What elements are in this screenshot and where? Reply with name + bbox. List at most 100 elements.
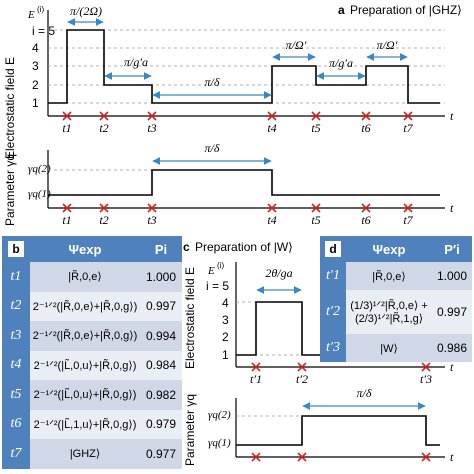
panel-b-row-state: |R̃,0,e⟩ (68, 271, 102, 284)
panel-a-gamma1: γq(1) (28, 188, 51, 200)
panel-b-row-time: t6 (2, 409, 30, 439)
panel-d-row: t′1 |R̃,0,e⟩ 1.000 (320, 262, 472, 290)
panel-c-duration: 2θ/ga (265, 266, 292, 280)
panel-c-ytick-1: 1 (222, 348, 229, 362)
panel-c-time-label: t′3 (420, 372, 432, 386)
panel-a-gamma-time-label: t1 (62, 213, 71, 227)
panel-a-cross-marker (147, 111, 157, 121)
panel-d-letter: d (325, 241, 341, 257)
panel-c-time-label: t′1 (250, 372, 262, 386)
panel-b-row-probability: 0.984 (145, 358, 177, 373)
panel-c-gamma-cross-marker (421, 452, 431, 462)
panel-c-gamma2: γq(2) (208, 409, 231, 421)
panel-d-row-probability: 1.000 (436, 269, 468, 283)
panel-c-ytick-3: 3 (222, 313, 229, 327)
panel-c-title: Preparation of |W⟩ (195, 240, 293, 254)
panel-c-t-axis: t (450, 360, 454, 374)
panel-c-gamma-time-marks (251, 452, 431, 462)
panel-d-row: t′2 (1/3)¹ᐟ²|R̃,0,e⟩ +(2/3)¹ᐟ²|R̃,1,g⟩ 0.9… (320, 290, 472, 334)
panel-b-row-probability: 0.982 (145, 387, 177, 402)
panel-b-row-time: t1 (2, 262, 30, 292)
panel-c-guides (236, 301, 300, 356)
panel-a-time-label: t7 (403, 121, 413, 135)
panel-a-e-label: E (27, 9, 35, 21)
panel-a-gamma-time-label: t6 (361, 213, 370, 227)
panel-c-e-sup: (i) (217, 261, 224, 270)
panel-a-time-marks: t1 t2 t3 t4 t5 t6 t7 (62, 111, 414, 135)
panel-d-row: t′3 |W⟩ 0.986 (320, 334, 472, 362)
panel-b-row-time: t5 (2, 380, 30, 410)
panel-a-ytick-3: 3 (32, 59, 39, 73)
panel-a-gamma-cross-marker (267, 203, 277, 213)
panel-b-body: t1 |R̃,0,e⟩ 1.000 t2 2⁻¹ᐟ²(|R̃,0,e⟩+|R̃,0,g⟩… (2, 262, 182, 469)
panel-a-gamma-cross-marker (62, 203, 72, 213)
panel-b-col-psi: Ψexp (30, 236, 140, 262)
panel-d-row-time: t′1 (320, 262, 346, 290)
panel-a: a Preparation of |GHZ⟩ Electrostatic fie… (3, 3, 462, 227)
panel-a-gamma-time-label: t4 (267, 213, 276, 227)
panel-a-gamma2: γq(2) (28, 163, 51, 175)
panel-a-duration-3: π/δ (205, 75, 220, 89)
panel-b-row: t3 2⁻¹ᐟ²(|R̃,0,e⟩+|R̃,0,g⟩) 0.994 (2, 321, 182, 351)
panel-b-row: t4 2⁻¹ᐟ²(|L̃,0,u⟩+|R̃,0,g⟩) 0.984 (2, 350, 182, 380)
panel-a-time-label: t5 (311, 121, 320, 135)
panel-a-time-label: t2 (99, 121, 108, 135)
panel-b-row-state: 2⁻¹ᐟ²(|L̃,0,u⟩+|R̃,0,g⟩) (33, 389, 137, 402)
panel-a-gamma-time-marks: t1 t2 t3 t4 t5 t6 t7 (62, 203, 414, 227)
panel-a-cross-marker (99, 111, 109, 121)
panel-a-gamma-t-axis: t (450, 201, 454, 215)
panel-b-row-time: t2 (2, 291, 30, 321)
panel-d-col-p: P′i (432, 236, 472, 262)
panel-b-row: t6 2⁻¹ᐟ²(|L̃,1,u⟩+|R̃,0,g⟩) 0.979 (2, 409, 182, 439)
panel-a-duration-5: π/g′a (329, 56, 353, 70)
panel-c-cross-marker (251, 362, 261, 372)
panel-a-letter: a (338, 3, 345, 17)
panel-a-gamma-cross-marker (361, 203, 371, 213)
panel-c-time-marks: t′1 t′2 t′3 (250, 362, 432, 386)
panel-a-gamma-cross-marker (99, 203, 109, 213)
panel-a-duration-6: π/Ω′ (377, 38, 398, 52)
panel-c: c Preparation of |W⟩ Electrostatic field… (183, 240, 454, 466)
panel-b-letter-cell: b (2, 236, 30, 262)
panel-b-row: t1 |R̃,0,e⟩ 1.000 (2, 262, 182, 292)
panel-a-ytick-2: 2 (32, 78, 39, 92)
panel-a-ytick-4: 4 (32, 41, 39, 55)
panel-a-gamma-cross-marker (403, 203, 413, 213)
panel-c-ylabel: Electrostatic field E (183, 267, 197, 369)
panel-b-letter: b (8, 241, 24, 257)
panel-c-time-label: t′2 (296, 372, 308, 386)
panel-d-row-state: (1/3)¹ᐟ²|R̃,0,e⟩ +(2/3)¹ᐟ²|R̃,1,g⟩ (350, 300, 428, 325)
panel-b-row: t2 2⁻¹ᐟ²(|R̃,0,e⟩+|R̃,0,g⟩) 0.997 (2, 291, 182, 321)
panel-b-col-p: Pi (140, 236, 182, 262)
panel-c-cross-marker (297, 362, 307, 372)
panel-b-row-state: |GHZ⟩ (69, 448, 101, 461)
panel-a-cross-marker (311, 111, 321, 121)
panel-b-row-state: 2⁻¹ᐟ²(|R̃,0,e⟩+|R̃,0,g⟩) (32, 330, 138, 343)
panel-d-letter-cell: d (320, 236, 346, 262)
panel-d-body: t′1 |R̃,0,e⟩ 1.000 t′2 (1/3)¹ᐟ²|R̃,0,e⟩ +(2/… (320, 262, 472, 362)
panel-b-row-state: 2⁻¹ᐟ²(|L̃,0,u⟩+|R̃,0,g⟩) (33, 359, 137, 372)
panel-b-row: t5 2⁻¹ᐟ²(|L̃,0,u⟩+|R̃,0,g⟩) 0.982 (2, 380, 182, 410)
panel-b-row-time: t4 (2, 350, 30, 380)
panel-a-duration-2: π/g′a (124, 55, 148, 69)
panel-d-row-state: |W⟩ (380, 342, 398, 355)
panel-a-gamma-time-label: t3 (147, 213, 156, 227)
panel-c-letter: c (183, 240, 190, 254)
panel-d-row-time: t′2 (320, 290, 346, 334)
panel-a-gamma-time-label: t7 (403, 213, 413, 227)
panel-a-gamma-duration: π/δ (205, 141, 220, 155)
panel-c-cross-marker (421, 362, 431, 372)
panel-a-time-label: t3 (147, 121, 156, 135)
panel-d-col-psi: Ψexp (346, 236, 432, 262)
panel-b-row-state: 2⁻¹ᐟ²(|R̃,0,e⟩+|R̃,0,g⟩) (32, 300, 138, 313)
panel-b-row: t7 |GHZ⟩ 0.977 (2, 439, 182, 469)
panel-a-cross-marker (361, 111, 371, 121)
panel-c-i-label: i = 5 (206, 279, 229, 293)
panel-a-time-label: t1 (62, 121, 71, 135)
panel-a-cross-marker (267, 111, 277, 121)
panel-b-row-state: 2⁻¹ᐟ²(|L̃,1,u⟩+|R̃,0,g⟩) (33, 418, 137, 431)
panel-d-row-probability: 0.986 (436, 341, 468, 355)
panel-c-ytick-4: 4 (222, 296, 229, 310)
panel-c-gamma-trace (236, 415, 440, 446)
